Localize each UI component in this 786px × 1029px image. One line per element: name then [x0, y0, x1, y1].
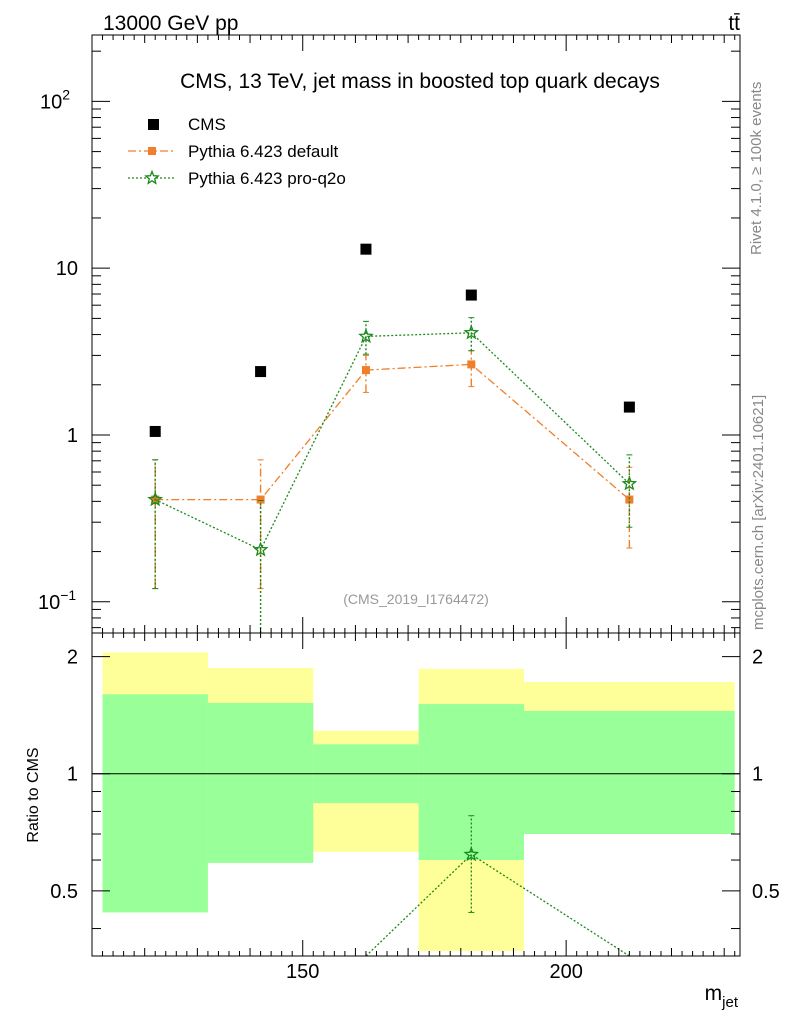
legend-label: Pythia 6.423 pro-q2o: [188, 169, 346, 188]
y-tick-label: 10−1: [38, 587, 76, 614]
rivet-version-label: Rivet 4.1.0, ≥ 100k events: [748, 82, 765, 255]
pythia-pro-q2o-point: [147, 491, 164, 507]
pythia-pro-q2o-line: [154, 332, 630, 551]
x-axis-label: mjet: [705, 982, 739, 1011]
x-tick-label: 150: [286, 961, 319, 983]
main-plot-panel: CMS, 13 TeV, jet mass in boosted top qua…: [38, 35, 740, 633]
pythia-pro-q2o-point: [358, 328, 374, 344]
beam-label: 13000 GeV pp: [103, 12, 238, 35]
pythia-pro-q2o-point: [463, 324, 480, 340]
ratio-y-tick-label-left: 0.5: [50, 881, 78, 903]
pythia-default-point: [361, 366, 370, 375]
ratio-band-inner: [102, 694, 208, 913]
ratio-y-tick-label-left: 2: [67, 647, 78, 669]
ratio-band-inner: [207, 702, 314, 863]
ratio-pythia-pro-q2o-point: [463, 846, 480, 862]
cms-data-point: [465, 289, 477, 301]
analysis-watermark: (CMS_2019_I1764472): [343, 591, 489, 607]
cms-data-point: [255, 366, 267, 378]
y-tick-label: 10: [56, 258, 78, 280]
x-tick-label: 200: [549, 961, 582, 983]
source-label: mcplots.cern.ch [arXiv:2401.10621]: [750, 395, 767, 630]
ratio-y-tick-label-left: 1: [67, 764, 78, 786]
ratio-y-tick-label-right: 2: [752, 647, 763, 669]
y-tick-label-exponent: 2: [62, 86, 70, 102]
y-tick-label-exponent: −1: [60, 587, 76, 603]
legend: CMS Pythia 6.423 default Pythia 6.423 pro-…: [128, 115, 346, 188]
legend-marker-pythia-default: [148, 147, 156, 155]
y-tick-label-base: 10: [40, 91, 62, 113]
y-tick-label: 102: [40, 86, 70, 113]
y-tick-label: 1: [67, 425, 78, 447]
ratio-y-axis-label: Ratio to CMS: [25, 747, 42, 842]
legend-marker-cms: [148, 119, 159, 130]
cms-data-point: [623, 401, 635, 413]
ratio-band-inner: [418, 704, 524, 861]
pythia-pro-q2o-point: [252, 541, 269, 557]
ratio-y-tick-label-right: 0.5: [752, 881, 780, 903]
y-tick-label-base: 10: [38, 592, 60, 614]
pythia-default-point: [256, 495, 265, 504]
process-label: tt̄: [728, 12, 740, 35]
x-axis-label-sub: jet: [721, 994, 739, 1011]
legend-label: Pythia 6.423 default: [188, 142, 339, 161]
pythia-default-point: [625, 495, 634, 504]
cms-data-point: [149, 425, 161, 437]
ratio-y-tick-label-right: 1: [752, 764, 763, 786]
pythia-default-point: [467, 360, 476, 369]
ratio-plot-panel: 0.5 0.5 1 1 2 2 150 200 Ratio to CMS: [25, 633, 780, 983]
legend-label: CMS: [188, 115, 226, 134]
pythia-pro-q2o-point: [621, 475, 638, 491]
x-axis-label-main: m: [705, 982, 723, 1005]
legend-marker-pythia-pro-q2o: [144, 169, 160, 185]
ratio-band-inner: [524, 710, 735, 834]
cms-data-point: [360, 243, 372, 255]
ratio-pythia-pro-q2o-line: [365, 853, 630, 957]
main-plot-title: CMS, 13 TeV, jet mass in boosted top qua…: [180, 70, 660, 93]
ratio-plot-frame: [91, 632, 741, 957]
pythia-default-line: [155, 363, 630, 501]
